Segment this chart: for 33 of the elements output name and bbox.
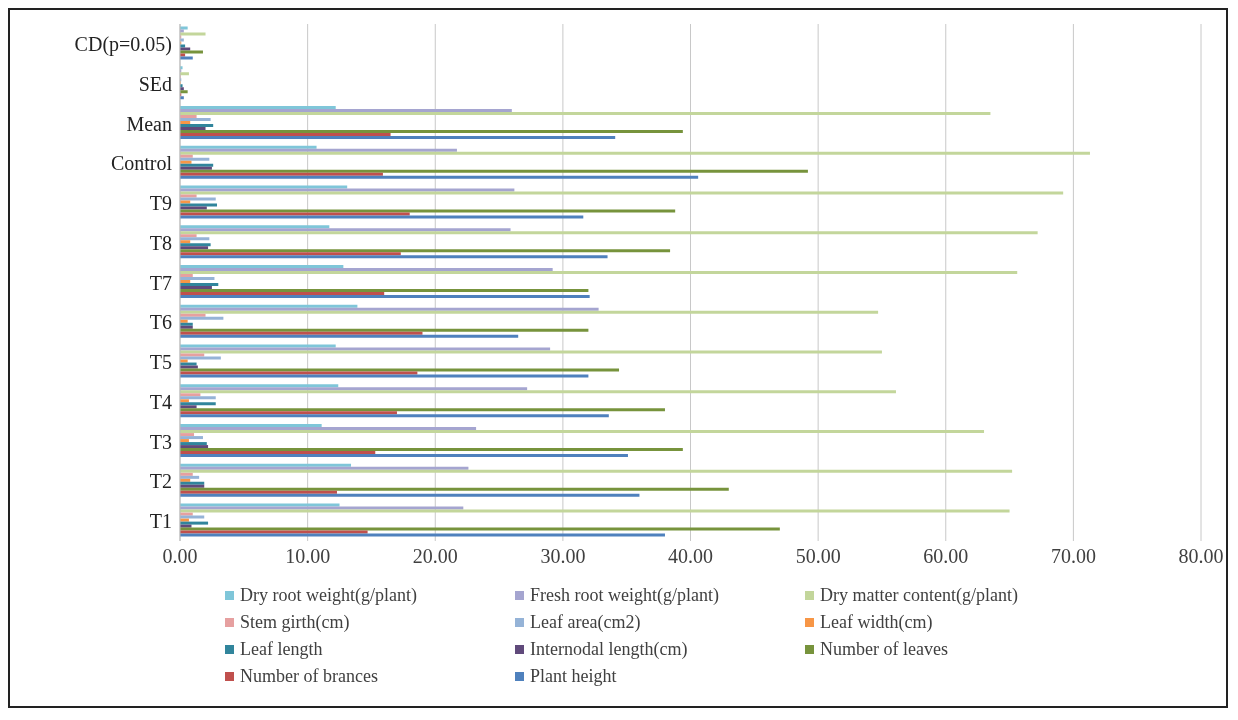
- x-tick-label: 60.00: [923, 545, 969, 568]
- y-tick-label: T3: [149, 430, 172, 453]
- y-tick-label: Control: [110, 152, 173, 175]
- y-tick-label: T8: [149, 231, 172, 254]
- legend-label: Number of leaves: [820, 639, 948, 660]
- y-tick-label: T5: [149, 351, 172, 374]
- legend-label: Leaf length: [240, 639, 323, 660]
- x-tick-label: 0.00: [162, 545, 198, 568]
- x-tick-label: 80.00: [1178, 545, 1224, 568]
- x-tick-label: 50.00: [795, 545, 841, 568]
- y-tick-label: T7: [149, 271, 172, 294]
- x-tick-label: 70.00: [1050, 545, 1096, 568]
- y-tick-label: CD(p=0.05): [74, 32, 172, 56]
- x-tick-label: 30.00: [540, 545, 586, 568]
- x-tick-label: 10.00: [285, 545, 331, 568]
- y-tick-label: T2: [149, 470, 172, 493]
- x-tick-label: 20.00: [412, 545, 458, 568]
- legend-label: Leaf width(cm): [820, 612, 933, 633]
- y-tick-label: T9: [149, 192, 172, 215]
- y-tick-label: Mean: [126, 112, 172, 135]
- y-tick-label: SEd: [138, 72, 172, 95]
- y-tick-label: T1: [149, 510, 172, 533]
- y-tick-label: T6: [149, 311, 172, 334]
- legend-label: Dry matter content(g/plant): [820, 585, 1018, 606]
- legend-label: Fresh root weight(g/plant): [530, 585, 719, 606]
- legend-label: Stem girth(cm): [240, 612, 350, 633]
- legend-label: Internodal length(cm): [530, 639, 688, 660]
- legend-label: Dry root weight(g/plant): [240, 585, 417, 606]
- x-tick-label: 40.00: [668, 545, 713, 568]
- legend-label: Plant height: [530, 666, 617, 687]
- y-tick-label: T4: [149, 390, 172, 413]
- legend-label: Number of brances: [240, 666, 378, 687]
- legend-label: Leaf area(cm2): [530, 612, 641, 633]
